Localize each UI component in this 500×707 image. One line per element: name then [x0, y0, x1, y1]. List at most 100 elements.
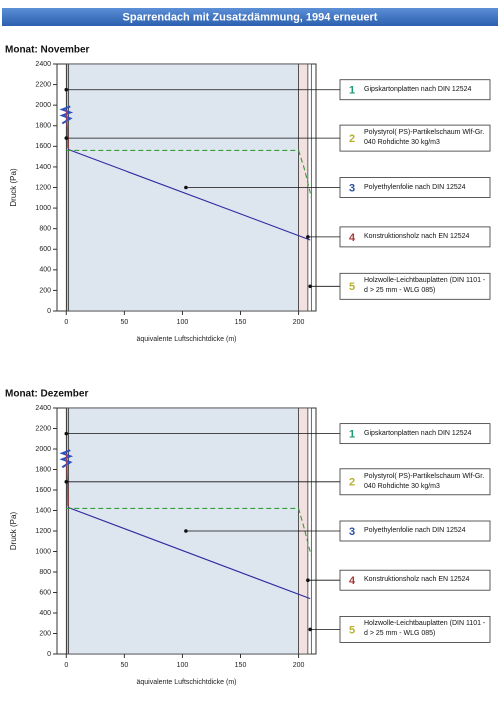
layer-number: 1 — [349, 85, 355, 97]
x-tick-label: 150 — [235, 662, 247, 669]
y-tick-label: 1400 — [35, 164, 51, 171]
y-tick-label: 2400 — [35, 61, 51, 68]
leader-dot — [64, 136, 69, 140]
layer-text: Polystyrol( PS)-Partikelschaum Wlf-Gr. 0… — [364, 472, 485, 490]
layer-text-frame: Polystyrol( PS)-Partikelschaum Wlf-Gr. 0… — [364, 129, 485, 147]
y-tick-label: 2400 — [35, 405, 51, 412]
data-line — [66, 507, 312, 556]
page-title: Sparrendach mit Zusatzdämmung, 1994 erne… — [123, 11, 378, 23]
layer-text: Polystyrol( PS)-Partikelschaum Wlf-Gr. 0… — [364, 129, 485, 147]
x-tick-label: 200 — [293, 319, 305, 326]
leader-dot — [184, 185, 188, 190]
layer-text: Holzwolle-Leichtbauplatten (DIN 1101 - d… — [364, 620, 486, 638]
x-tick-label: 50 — [120, 319, 128, 326]
layer-text-frame: Polyethylenfolie nach DIN 12524 — [364, 183, 466, 191]
layer-number: 2 — [349, 133, 355, 145]
x-tick-label: 150 — [235, 319, 247, 326]
layer-text-frame: Holzwolle-Leichtbauplatten (DIN 1101 - d… — [364, 620, 486, 638]
layer-number: 1 — [349, 429, 355, 441]
layer-box — [339, 520, 491, 542]
y-tick-label: 1000 — [35, 548, 51, 555]
layer-number: 5 — [349, 281, 355, 293]
y-axis-label: Druck (Pa) — [9, 168, 18, 207]
y-tick-label: 0 — [47, 308, 51, 315]
chart: Monat: November0200400600800100012001400… — [5, 45, 491, 343]
data-line — [66, 149, 312, 198]
x-tick-label: 50 — [120, 662, 128, 669]
layer-box — [339, 124, 491, 152]
y-tick-label: 1600 — [35, 487, 51, 494]
data-line — [67, 148, 311, 241]
layer-text: Polyethylenfolie nach DIN 12524 — [364, 183, 466, 191]
y-tick-label: 800 — [39, 226, 51, 233]
layer-box — [339, 468, 491, 496]
x-tick-label: 100 — [177, 662, 189, 669]
layer-text-frame: Gipskartonplatten nach DIN 12524 — [364, 85, 472, 93]
y-tick-label: 1400 — [35, 507, 51, 514]
surface-marker — [59, 449, 74, 469]
leader-dot — [308, 284, 312, 289]
layer-number: 4 — [349, 575, 356, 587]
layer-number: 2 — [349, 477, 355, 489]
layer-text-frame: Polystyrol( PS)-Partikelschaum Wlf-Gr. 0… — [364, 472, 485, 490]
layer-box — [339, 616, 491, 643]
y-axis-label: Druck (Pa) — [9, 512, 18, 551]
y-tick-label: 2000 — [35, 446, 51, 453]
y-tick-label: 2200 — [35, 425, 51, 432]
layer-text-frame: Konstruktionsholz nach EN 12524 — [364, 232, 470, 240]
x-tick-label: 0 — [64, 319, 68, 326]
layer-text: Gipskartonplatten nach DIN 12524 — [364, 85, 472, 93]
x-axis-label: äquivalente Luftschichtdicke (m) — [137, 679, 237, 686]
leader-dot — [306, 235, 310, 239]
leader-dot — [64, 431, 69, 436]
layer-number: 5 — [349, 624, 355, 636]
leader-dot — [64, 480, 69, 484]
leader-dot — [308, 627, 312, 632]
chart: Monat: Dezember0200400600800100012001400… — [5, 389, 491, 686]
y-tick-label: 2000 — [35, 102, 51, 109]
x-tick-label: 0 — [64, 662, 68, 669]
layer-box — [339, 79, 491, 101]
layer-text-frame: Polyethylenfolie nach DIN 12524 — [364, 527, 466, 534]
chart-title: Monat: Dezember — [5, 389, 88, 400]
data-line — [66, 110, 69, 149]
layer-box — [339, 272, 491, 300]
leader-dot — [306, 578, 310, 582]
y-tick-label: 1800 — [35, 466, 51, 473]
y-tick-label: 800 — [39, 569, 51, 576]
layer-number: 3 — [349, 526, 355, 538]
y-tick-label: 400 — [39, 267, 51, 274]
layer-text: Konstruktionsholz nach EN 12524 — [364, 232, 470, 240]
y-tick-label: 600 — [39, 589, 51, 596]
y-tick-label: 2200 — [35, 81, 51, 88]
y-tick-label: 200 — [39, 630, 51, 637]
x-tick-label: 200 — [293, 662, 305, 669]
layer-box — [339, 226, 491, 248]
chart-title: Monat: November — [5, 45, 90, 56]
y-tick-label: 1800 — [35, 123, 51, 130]
x-axis-label: äquivalente Luftschichtdicke (m) — [137, 336, 237, 343]
layer-text: Gipskartonplatten nach DIN 12524 — [364, 429, 472, 437]
leader-dot — [64, 87, 69, 92]
layer-text-frame: Konstruktionsholz nach EN 12524 — [364, 576, 470, 584]
layer-box — [339, 569, 491, 591]
surface-marker — [59, 105, 74, 125]
x-tick-label: 100 — [177, 319, 189, 326]
layer-number: 3 — [349, 182, 355, 194]
layer-box — [339, 177, 491, 198]
layer-text: Polyethylenfolie nach DIN 12524 — [364, 527, 466, 534]
data-line — [67, 506, 311, 600]
y-tick-label: 1600 — [35, 143, 51, 150]
y-tick-label: 1200 — [35, 528, 51, 535]
leader-dot — [184, 529, 188, 533]
layer-text-frame: Gipskartonplatten nach DIN 12524 — [364, 429, 472, 437]
header-bar — [2, 8, 498, 26]
layer-text: Holzwolle-Leichtbauplatten (DIN 1101 - d… — [364, 277, 486, 295]
y-tick-label: 1000 — [35, 205, 51, 212]
layer-number: 4 — [349, 232, 356, 244]
y-tick-label: 1200 — [35, 184, 51, 191]
layer-box — [339, 423, 491, 445]
y-tick-label: 200 — [39, 287, 51, 294]
layer-text: Konstruktionsholz nach EN 12524 — [364, 576, 470, 584]
